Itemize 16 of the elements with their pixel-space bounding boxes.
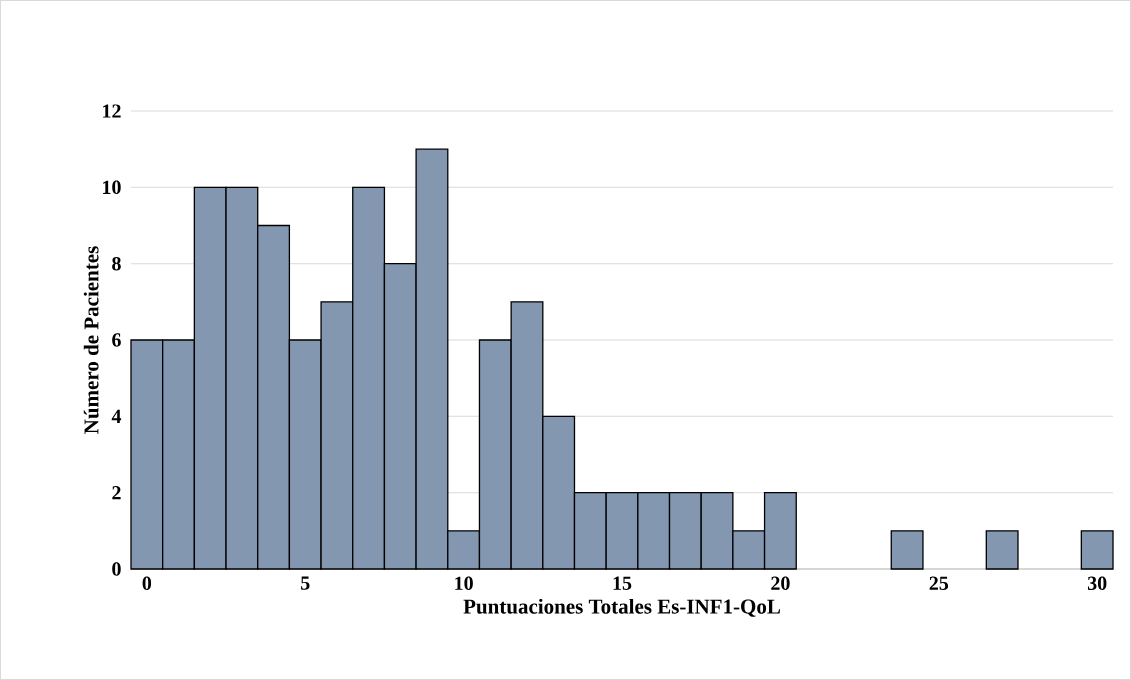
x-tick-label: 30 xyxy=(1087,576,1107,591)
y-tick-label: 4 xyxy=(111,409,122,423)
x-tick-label: 20 xyxy=(771,576,790,591)
x-tick-label: 10 xyxy=(455,576,473,591)
x-tick-label: 25 xyxy=(929,576,949,590)
y-axis-title: Número de Pacientes xyxy=(83,246,99,434)
y-tick-label: 0 xyxy=(112,562,121,576)
y-tick-label: 10 xyxy=(103,180,121,195)
y-tick-label: 2 xyxy=(112,486,121,500)
x-tick-label: 5 xyxy=(301,576,310,590)
y-tick-label: 12 xyxy=(103,104,121,118)
y-tick-label: 6 xyxy=(112,333,121,347)
x-tick-label: 0 xyxy=(142,576,152,591)
y-tick-label: 8 xyxy=(112,256,121,271)
x-tick-label: 15 xyxy=(613,576,632,590)
x-axis-title: Puntuaciones Totales Es-INF1-QoL xyxy=(463,598,780,617)
